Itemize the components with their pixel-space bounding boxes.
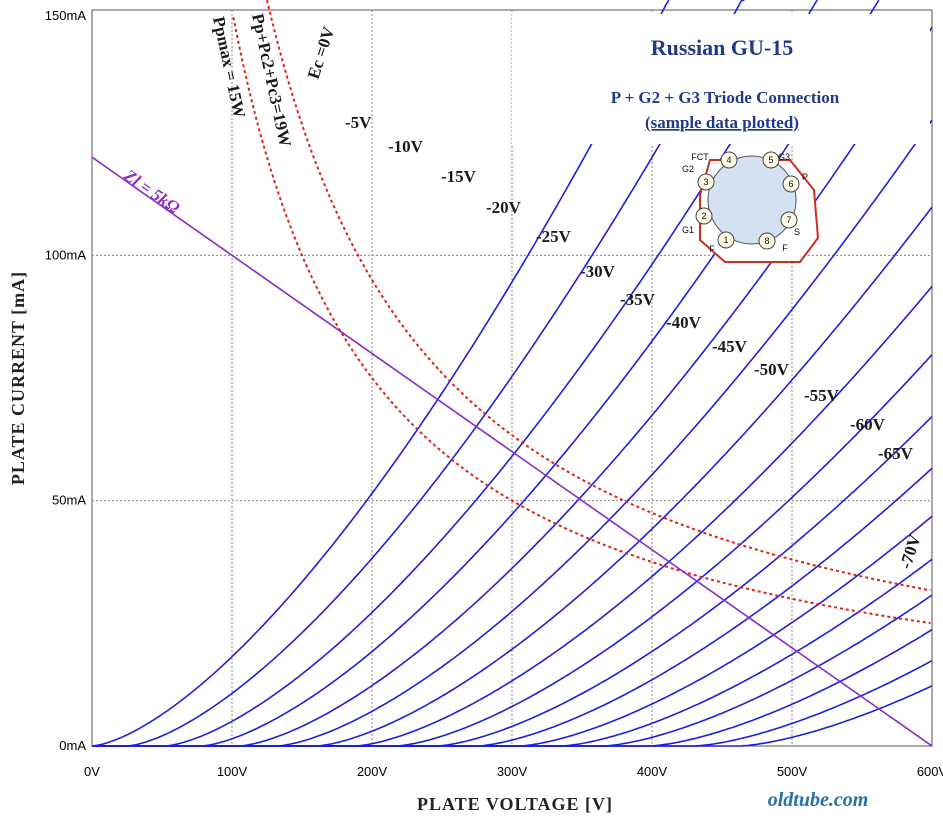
curve-label-2: -10V [388,137,424,156]
curve-label-6: -30V [580,262,616,281]
socket-pin [695,207,713,225]
socket-pin-number: 6 [788,179,793,189]
curve-labels: Ec =0V-5V-10V-15V-20V-25V-30V-35V-40V-45… [304,24,925,572]
watermark-text: oldtube.com [768,789,869,811]
curve-label-9: -45V [712,337,748,356]
x-tick-label: 500V [777,764,808,779]
title-box [512,14,930,144]
socket-pin-label: P [802,172,808,182]
y-tick-label: 0mA [59,738,86,753]
socket-pin-number: 1 [723,235,728,245]
y-tick-label: 100mA [45,247,87,262]
power-curve-0 [232,17,931,625]
curve-label-12: -60V [850,415,886,434]
curve-label-8: -40V [666,313,702,332]
curve-label-10: -50V [754,360,790,379]
socket-pin [758,232,776,250]
socket-pin-label: F [709,244,715,254]
y-axis-title: PLATE CURRENT [mA] [8,271,28,485]
x-tick-labels: 0V 100V 200V 300V 400V 500V 600V [84,764,943,779]
socket-pin-label: F [782,243,788,253]
curve-label-7: -35V [620,290,656,309]
y-tick-label: 50mA [52,493,86,508]
y-tick-label: 150mA [45,8,87,23]
curve-label-5: -25V [536,227,572,246]
grid-curve-0 [91,0,670,747]
y-tick-labels: 0mA 50mA 100mA 150mA [45,8,87,753]
power-dissipation-curves [232,0,931,625]
x-tick-label: 200V [357,764,388,779]
socket-pin [780,211,798,229]
socket-pin-label: G2 [682,164,694,174]
socket-pin-number: 4 [726,155,731,165]
x-tick-label: 0V [84,764,100,779]
socket-pin-number: 5 [768,155,773,165]
chart-subtitle: P + G2 + G3 Triode Connection [611,88,840,107]
socket-pin [697,173,715,191]
x-tick-label: 100V [217,764,248,779]
curve-label-13: -65V [878,444,914,463]
socket-pin-number: 7 [786,215,791,225]
x-axis-title: PLATE VOLTAGE [V] [417,794,613,814]
socket-pin [717,231,735,249]
socket-pin-label: G3 [778,152,790,162]
grid-curve-1 [92,0,745,747]
chart-note: (sample data plotted) [645,113,799,132]
grid-curve-16 [92,685,933,747]
x-tick-label: 300V [497,764,528,779]
curve-label-3: -15V [441,167,477,186]
socket-pin-number: 2 [701,211,706,221]
socket-pin-number: 8 [764,236,769,246]
socket-pin-number: 3 [703,177,708,187]
socket-pin-label: S [794,227,800,237]
socket-pin [720,151,738,169]
load-line [91,156,933,747]
socket-pin-label: FCT [691,152,709,162]
x-tick-label: 400V [637,764,668,779]
socket-pin [762,151,780,169]
grid-curve-2 [92,0,818,747]
x-tick-label: 600V [917,764,943,779]
socket-pin-label: G1 [682,225,694,235]
curve-label-4: -20V [486,198,522,217]
curve-label-11: -55V [804,386,840,405]
load-line-group [91,156,933,747]
power-curve-1 [266,0,931,592]
chart-title: Russian GU-15 [651,35,793,60]
socket-pin [782,175,800,193]
curve-label-1: -5V [345,113,372,132]
